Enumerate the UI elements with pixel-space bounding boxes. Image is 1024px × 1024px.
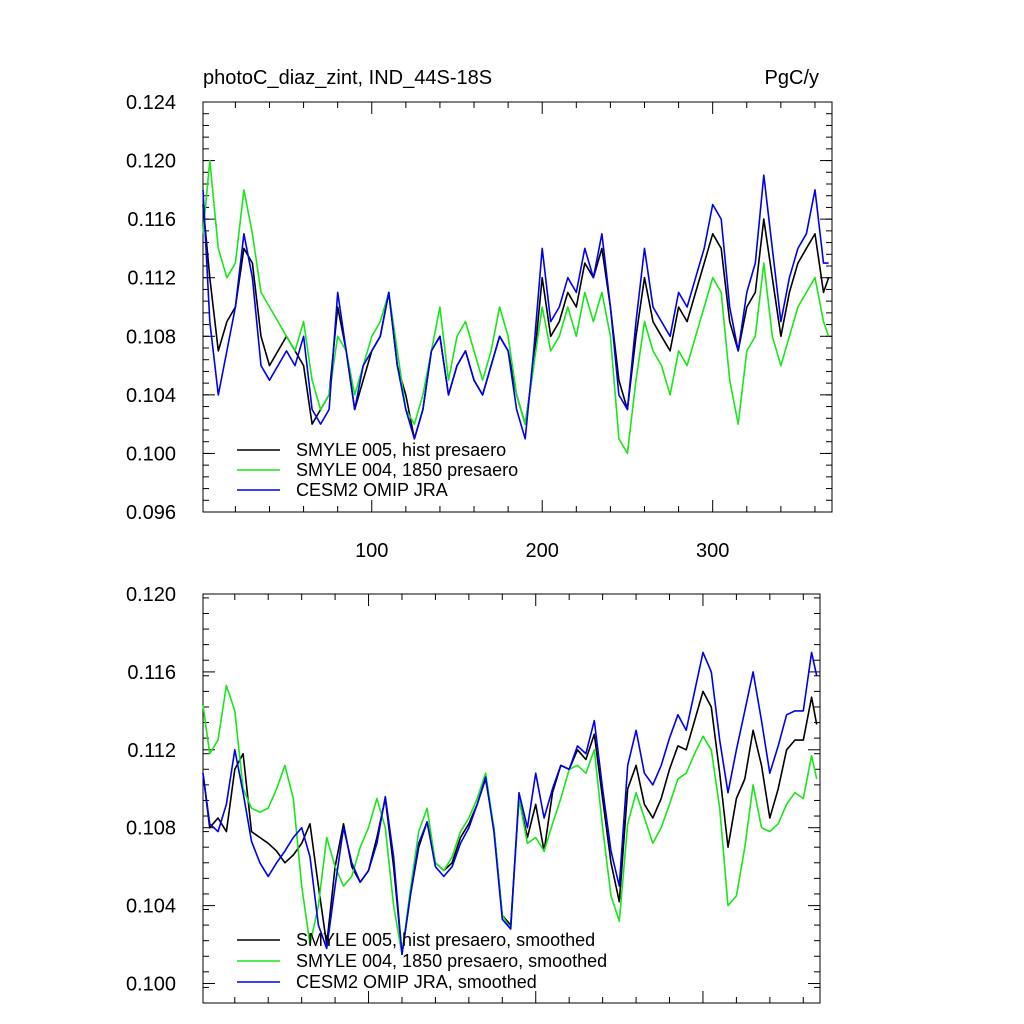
x-tick-label: 300: [696, 540, 729, 562]
legend-label: SMYLE 005, hist presaero, smoothed: [296, 930, 595, 950]
top-panel: 0.096 0.100 0.104 0.108 0.112 0.116 0.120 0.124…: [126, 92, 833, 562]
legend-label: SMYLE 004, 1850 presaero: [296, 460, 518, 480]
y-tick-label: 0.116: [127, 662, 176, 684]
y-tick-label: 0.120: [126, 584, 176, 606]
y-tick-label: 0.116: [127, 209, 176, 231]
y-tick-label: 0.120: [126, 151, 176, 173]
y-tick-label: 0.108: [126, 818, 176, 840]
series-line-2: [202, 159, 830, 455]
y-tick-label: 0.100: [126, 443, 176, 465]
chart-title: photoC_diaz_zint, IND_44S-18S: [203, 67, 492, 89]
y-tick-label: 0.108: [126, 326, 176, 348]
series-line-3: [202, 651, 818, 956]
y-tick-label: 0.096: [126, 502, 176, 524]
plot-frame: [202, 593, 821, 1004]
x-tick-label: 200: [526, 540, 559, 562]
legend-label: CESM2 OMIP JRA: [296, 480, 448, 500]
x-tick-label: 100: [355, 540, 388, 562]
chart-units: PgC/y: [765, 67, 819, 89]
bottom-panel: 0.100 0.104 0.108 0.112 0.116 0.120 SMYLE 005,…: [126, 584, 821, 1004]
y-tick-label: 0.112: [127, 740, 176, 762]
series-line-3: [202, 174, 829, 440]
legend-label: SMYLE 004, 1850 presaero, smoothed: [296, 951, 607, 971]
legend-label: CESM2 OMIP JRA, smoothed: [296, 972, 537, 992]
plot-frame: [202, 101, 833, 513]
y-tick-label: 0.104: [126, 896, 176, 918]
legend-label: SMYLE 005, hist presaero: [296, 440, 506, 460]
y-tick-label: 0.124: [126, 92, 176, 114]
y-tick-label: 0.104: [126, 385, 176, 407]
y-tick-label: 0.100: [126, 974, 176, 996]
y-tick-label: 0.112: [127, 268, 176, 290]
